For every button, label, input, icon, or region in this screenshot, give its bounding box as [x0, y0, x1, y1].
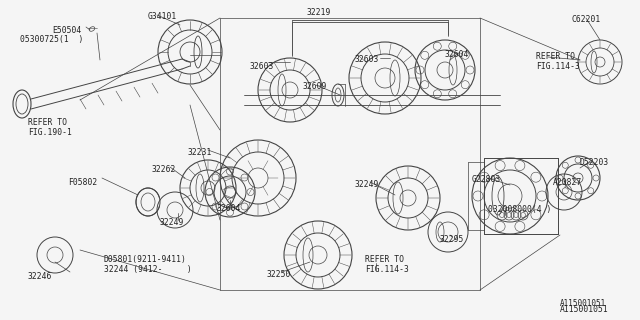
Text: A115001051: A115001051: [560, 299, 606, 308]
Text: 32244 (9412-     ): 32244 (9412- ): [104, 265, 192, 274]
Text: 32603: 32603: [355, 55, 380, 64]
Text: 32246: 32246: [28, 272, 52, 281]
Text: 32249: 32249: [355, 180, 380, 189]
Text: A20827: A20827: [553, 178, 582, 187]
Text: G34101: G34101: [148, 12, 177, 21]
Text: 32603: 32603: [250, 62, 275, 71]
Text: 32231: 32231: [188, 148, 212, 157]
Text: G22803: G22803: [472, 175, 501, 184]
Text: F05802: F05802: [68, 178, 97, 187]
Text: 32609: 32609: [303, 82, 328, 91]
Text: REFER TO
FIG.114-3: REFER TO FIG.114-3: [536, 52, 580, 71]
Text: 32250: 32250: [267, 270, 291, 279]
Text: 032008000(4 ): 032008000(4 ): [488, 205, 552, 214]
Text: 32262: 32262: [152, 165, 177, 174]
Text: 32295: 32295: [440, 235, 465, 244]
Text: 05300725(1  ): 05300725(1 ): [20, 35, 83, 44]
Text: A115001051: A115001051: [560, 305, 609, 314]
Text: D52203: D52203: [580, 158, 609, 167]
Text: 32249: 32249: [160, 218, 184, 227]
Text: C62201: C62201: [572, 15, 601, 24]
Text: REFER TO
FIG.190-1: REFER TO FIG.190-1: [28, 118, 72, 137]
Text: 32604: 32604: [217, 204, 241, 213]
Text: D05801(9211-9411): D05801(9211-9411): [104, 255, 187, 264]
Text: E50504: E50504: [52, 26, 81, 35]
Text: 32219: 32219: [307, 8, 332, 17]
Text: 32604: 32604: [445, 50, 469, 59]
Text: REFER TO
FIG.114-3: REFER TO FIG.114-3: [365, 255, 409, 274]
